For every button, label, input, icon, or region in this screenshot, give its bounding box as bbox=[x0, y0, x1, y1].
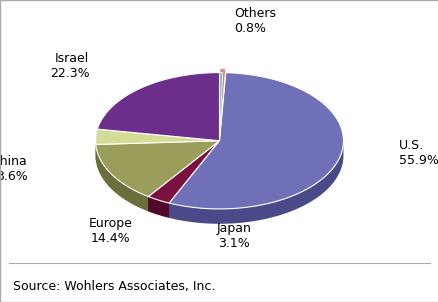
Polygon shape bbox=[169, 141, 219, 218]
Polygon shape bbox=[95, 141, 219, 197]
Text: Europe
14.4%: Europe 14.4% bbox=[88, 217, 132, 245]
Polygon shape bbox=[97, 72, 219, 141]
Polygon shape bbox=[95, 141, 219, 159]
Polygon shape bbox=[219, 69, 226, 137]
Polygon shape bbox=[148, 141, 219, 203]
Polygon shape bbox=[148, 197, 169, 218]
Polygon shape bbox=[95, 129, 219, 144]
Text: China
3.6%: China 3.6% bbox=[0, 155, 27, 183]
Polygon shape bbox=[95, 141, 219, 159]
Text: Japan
3.1%: Japan 3.1% bbox=[216, 222, 251, 250]
Polygon shape bbox=[219, 72, 222, 141]
Polygon shape bbox=[148, 141, 219, 211]
Polygon shape bbox=[169, 141, 219, 218]
Text: Source: Wohlers Associates, Inc.: Source: Wohlers Associates, Inc. bbox=[13, 280, 215, 293]
Polygon shape bbox=[169, 140, 343, 224]
Polygon shape bbox=[169, 73, 343, 209]
Polygon shape bbox=[95, 144, 148, 211]
Text: Israel
22.3%: Israel 22.3% bbox=[49, 52, 89, 80]
Text: Others
0.8%: Others 0.8% bbox=[234, 7, 276, 34]
Text: U.S.
55.9%: U.S. 55.9% bbox=[398, 139, 438, 167]
Polygon shape bbox=[148, 141, 219, 211]
